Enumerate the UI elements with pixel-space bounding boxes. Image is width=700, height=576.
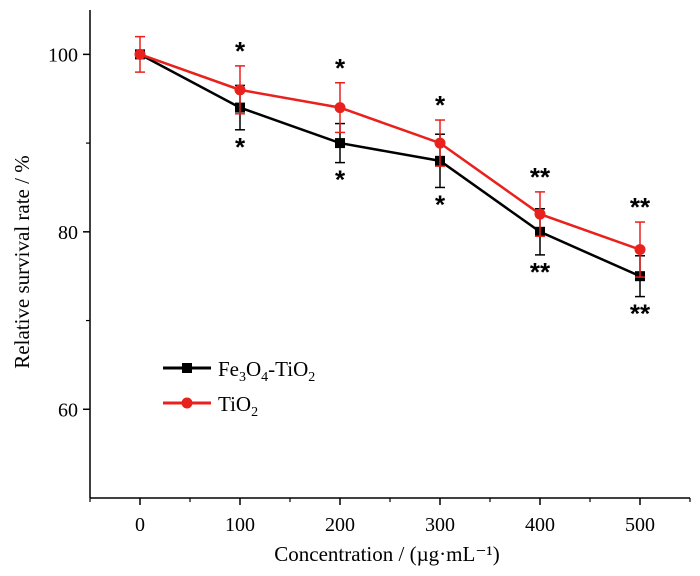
significance-marker: * — [235, 36, 246, 66]
x-tick-label: 100 — [225, 514, 255, 536]
significance-marker: * — [235, 132, 246, 162]
y-axis-title: Relative survival rate / % — [10, 155, 34, 368]
x-tick-label: 500 — [625, 514, 655, 536]
legend-item-fe3o4-tio2: Fe3O4-TiO2 — [163, 357, 315, 385]
y-tick-label: 80 — [58, 222, 78, 244]
data-point — [335, 138, 345, 149]
significance-layer: ************** — [235, 36, 651, 329]
significance-marker: * — [335, 53, 346, 83]
x-tick-label: 0 — [135, 514, 145, 536]
legend: Fe3O4-TiO2 TiO2 — [163, 357, 315, 420]
series-tio2 — [134, 35, 646, 278]
significance-marker: * — [435, 90, 446, 120]
significance-marker: * — [335, 165, 346, 195]
significance-marker: ** — [530, 257, 551, 287]
significance-marker: ** — [630, 299, 651, 329]
legend-item-tio2: TiO2 — [163, 392, 258, 420]
x-tick-label: 200 — [325, 514, 355, 536]
axes — [89, 10, 690, 499]
legend-label-tio2: TiO2 — [218, 392, 258, 420]
series-layer — [134, 35, 646, 298]
data-point — [634, 244, 646, 256]
data-point — [334, 102, 346, 114]
series-line — [139, 53, 641, 251]
data-point — [534, 208, 546, 220]
y-tick-label: 60 — [58, 399, 78, 421]
legend-marker-fe3o4-tio2 — [182, 363, 192, 373]
significance-marker: ** — [530, 162, 551, 192]
significance-marker: * — [435, 189, 446, 219]
legend-label-fe3o4-tio2: Fe3O4-TiO2 — [218, 357, 315, 385]
series-line — [139, 53, 641, 278]
data-point — [434, 137, 446, 149]
y-axis-ticks: 60 80 100 — [48, 44, 90, 421]
data-point — [234, 84, 246, 96]
y-tick-label: 100 — [48, 44, 78, 66]
x-axis-title: Concentration / (µg·mL⁻¹) — [274, 542, 499, 566]
series-fe3o4-tio2 — [135, 49, 645, 298]
x-tick-label: 400 — [525, 514, 555, 536]
legend-marker-tio2 — [181, 397, 193, 409]
x-axis-ticks: 0 100 200 300 400 500 — [89, 498, 691, 536]
x-tick-label: 300 — [425, 514, 455, 536]
data-point — [134, 48, 146, 60]
significance-marker: ** — [630, 192, 651, 222]
